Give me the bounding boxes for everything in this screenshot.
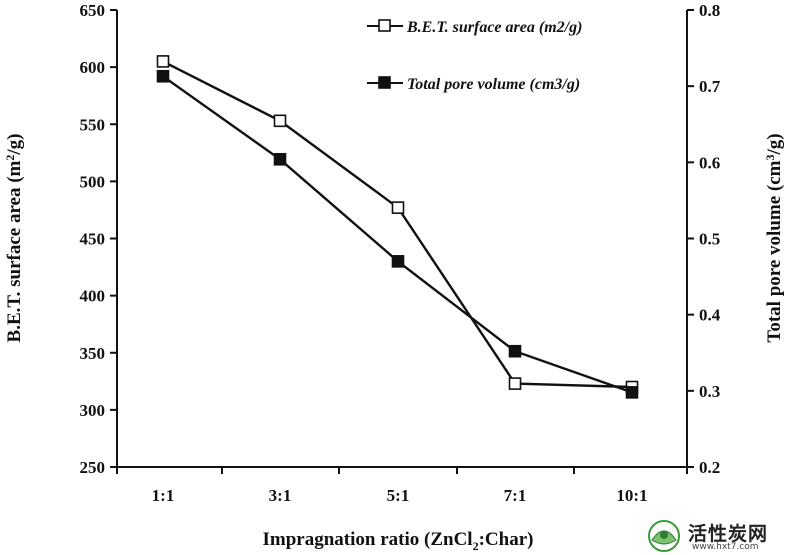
right-tick-label: 0.3 <box>699 382 720 401</box>
watermark-url: www.hxt7.com <box>692 542 759 552</box>
left-tick-label: 400 <box>80 287 106 306</box>
legend-label-pore: Total pore volume (cm3/g) <box>407 76 580 93</box>
left-tick-label: 450 <box>80 230 106 249</box>
data-point-bet <box>508 377 522 390</box>
left-tick-label: 350 <box>80 344 106 363</box>
data-point-pore <box>508 344 522 358</box>
left-tick-label: 250 <box>80 458 106 477</box>
data-point-bet <box>156 55 170 68</box>
x-tick-label: 7:1 <box>504 486 527 505</box>
right-tick-label: 0.6 <box>699 153 720 172</box>
legend-label-bet: B.E.T. surface area (m2/g) <box>406 19 582 36</box>
legend-marker-pore <box>378 76 391 89</box>
right-tick-label: 0.5 <box>699 230 720 249</box>
data-point-bet <box>273 114 287 128</box>
right-tick-label: 0.4 <box>699 306 721 325</box>
left-tick-label: 650 <box>80 1 106 20</box>
right-axis-title: Total pore volume (cm3/g) <box>763 133 785 342</box>
legend: B.E.T. surface area (m2/g) Total pore vo… <box>367 19 582 93</box>
left-tick-label: 500 <box>80 172 106 191</box>
data-point-pore <box>156 69 170 83</box>
series-line-bet <box>162 60 633 389</box>
x-tick-label: 5:1 <box>387 486 410 505</box>
right-tick-label: 0.2 <box>699 458 720 477</box>
legend-marker-bet <box>378 19 391 32</box>
left-tick-label: 300 <box>80 401 106 420</box>
x-tick-label: 10:1 <box>616 486 647 505</box>
series-line-pore <box>162 75 633 394</box>
left-tick-label: 600 <box>80 58 106 77</box>
left-tick-label: 550 <box>80 115 106 134</box>
left-axis-title: B.E.T. surface area (m2/g) <box>3 134 25 343</box>
x-tick-label: 3:1 <box>269 486 292 505</box>
watermark: 活性炭网 www.hxt7.com <box>640 518 788 555</box>
right-tick-label: 0.8 <box>699 1 720 20</box>
watermark-text: 活性炭网 <box>688 523 769 545</box>
watermark-logo <box>648 520 680 552</box>
right-tick-label: 0.7 <box>699 77 721 96</box>
data-point-pore <box>625 386 639 399</box>
x-tick-label: 1:1 <box>152 486 175 505</box>
x-axis-title: Impragnation ratio (ZnCl2:Char) <box>263 529 534 553</box>
data-point-bet <box>391 201 405 214</box>
data-point-pore <box>391 255 405 268</box>
data-point-pore <box>273 152 287 166</box>
